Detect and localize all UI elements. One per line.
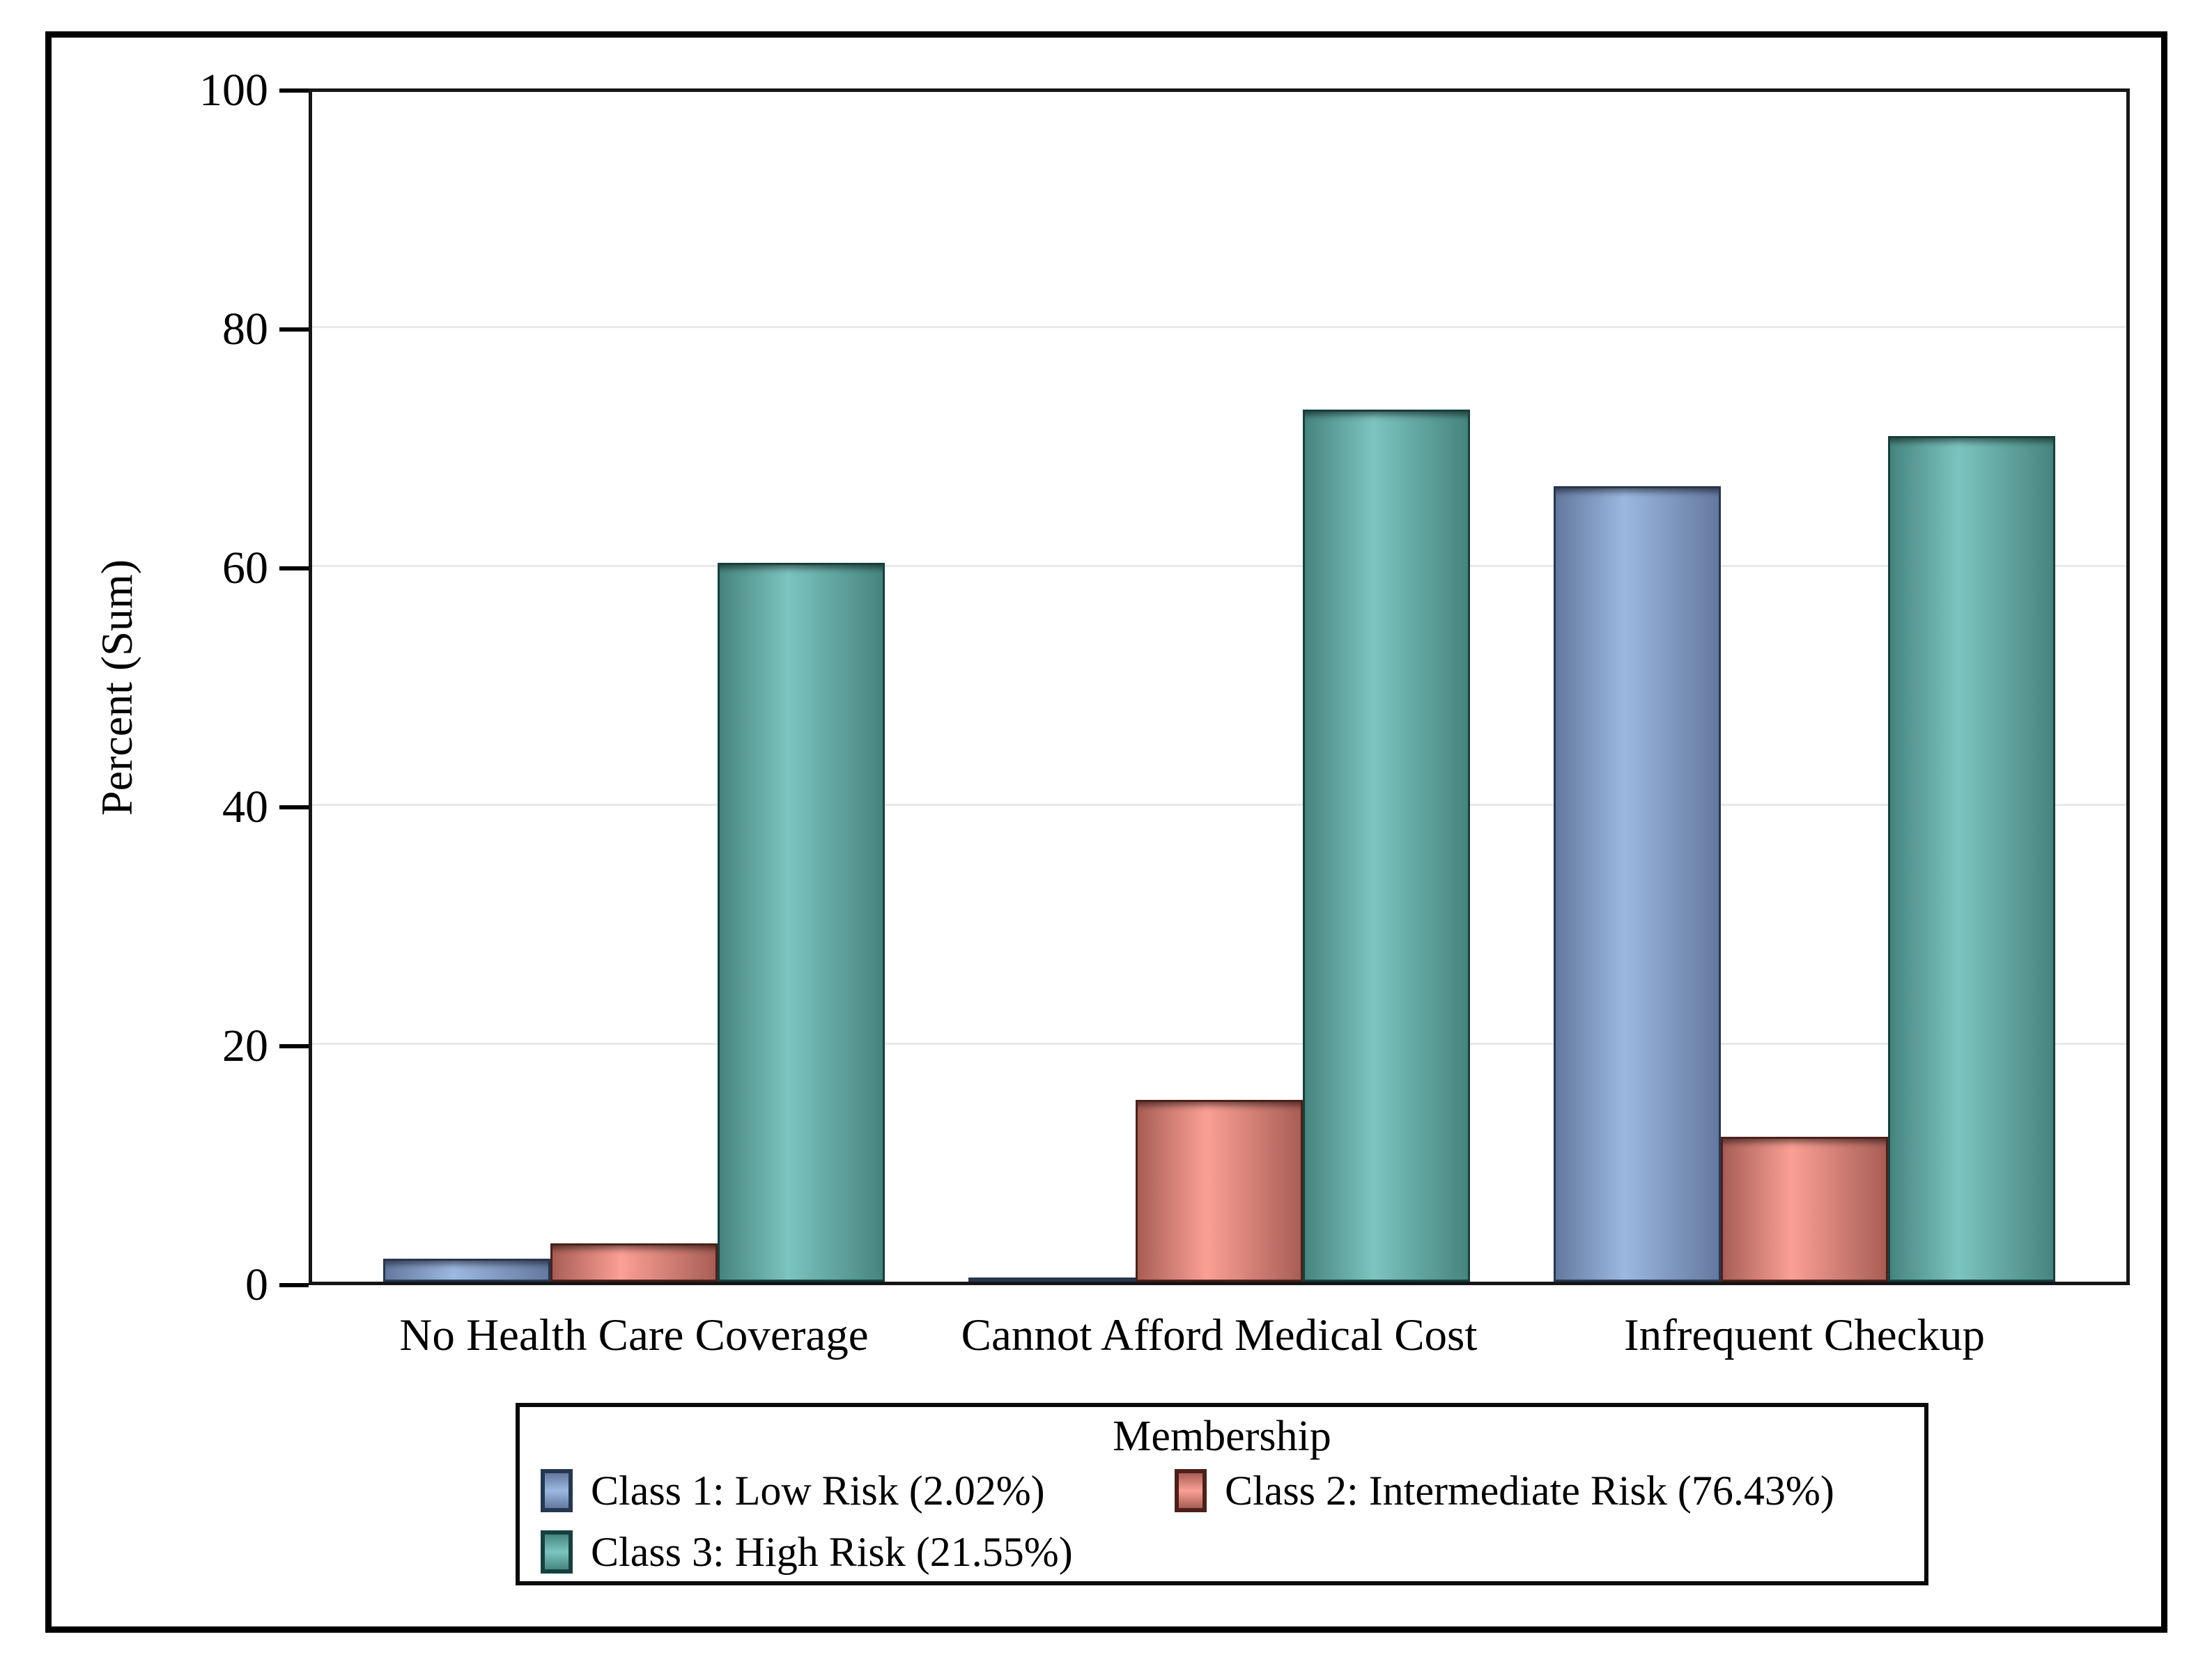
y-tick-60 bbox=[279, 566, 309, 570]
bar-infrequent-checkup-class2 bbox=[1721, 1137, 1888, 1282]
gridline-60 bbox=[312, 565, 2126, 567]
y-tick-label: 100 bbox=[199, 65, 268, 116]
y-tick-label: 0 bbox=[245, 1259, 268, 1310]
legend-item-class3: Class 3: High Risk (21.55%) bbox=[541, 1527, 1073, 1577]
legend-swatch-class3 bbox=[541, 1530, 573, 1574]
legend-item-label: Class 1: Low Risk (2.02%) bbox=[591, 1468, 1045, 1514]
legend-item-label: Class 2: Intermediate Risk (76.43%) bbox=[1225, 1468, 1834, 1514]
gridline-20 bbox=[312, 1043, 2126, 1045]
plot-area bbox=[309, 88, 2130, 1285]
legend-item-label: Class 3: High Risk (21.55%) bbox=[591, 1529, 1073, 1575]
bar-infrequent-checkup-class1 bbox=[1554, 486, 1721, 1282]
legend-item-class2: Class 2: Intermediate Risk (76.43%) bbox=[1175, 1466, 1834, 1516]
gridline-40 bbox=[312, 804, 2126, 806]
bar-cannot-afford-medical-cost-class3 bbox=[1303, 410, 1470, 1282]
bar-infrequent-checkup-class3 bbox=[1888, 436, 2055, 1282]
bar-no-health-care-coverage-class2 bbox=[550, 1243, 718, 1282]
bar-cannot-afford-medical-cost-class2 bbox=[1136, 1100, 1303, 1282]
y-axis-title: Percent (Sum) bbox=[92, 559, 141, 816]
legend: Membership Class 1: Low Risk (2.02%) Clas… bbox=[516, 1403, 1928, 1585]
y-tick-label: 40 bbox=[222, 782, 268, 832]
legend-item-class1: Class 1: Low Risk (2.02%) bbox=[541, 1466, 1045, 1516]
x-category-label-cannot-afford-medical-cost: Cannot Afford Medical Cost bbox=[961, 1310, 1478, 1360]
y-tick-80 bbox=[279, 327, 309, 332]
legend-swatch-class2 bbox=[1175, 1469, 1207, 1512]
bar-no-health-care-coverage-class1 bbox=[383, 1259, 550, 1282]
y-tick-0 bbox=[279, 1283, 309, 1287]
y-tick-100 bbox=[279, 88, 309, 93]
x-category-label-infrequent-checkup: Infrequent Checkup bbox=[1623, 1310, 1985, 1360]
y-tick-label: 20 bbox=[222, 1020, 268, 1071]
y-tick-20 bbox=[279, 1044, 309, 1048]
legend-title: Membership bbox=[1113, 1413, 1331, 1460]
gridline-80 bbox=[312, 326, 2126, 328]
legend-swatch-class1 bbox=[541, 1469, 573, 1512]
x-category-label-no-health-care-coverage: No Health Care Coverage bbox=[399, 1310, 869, 1360]
y-tick-40 bbox=[279, 805, 309, 809]
y-tick-label: 80 bbox=[222, 304, 268, 355]
bar-cannot-afford-medical-cost-class1 bbox=[968, 1277, 1136, 1282]
bar-no-health-care-coverage-class3 bbox=[718, 563, 885, 1282]
y-tick-label: 60 bbox=[222, 543, 268, 593]
